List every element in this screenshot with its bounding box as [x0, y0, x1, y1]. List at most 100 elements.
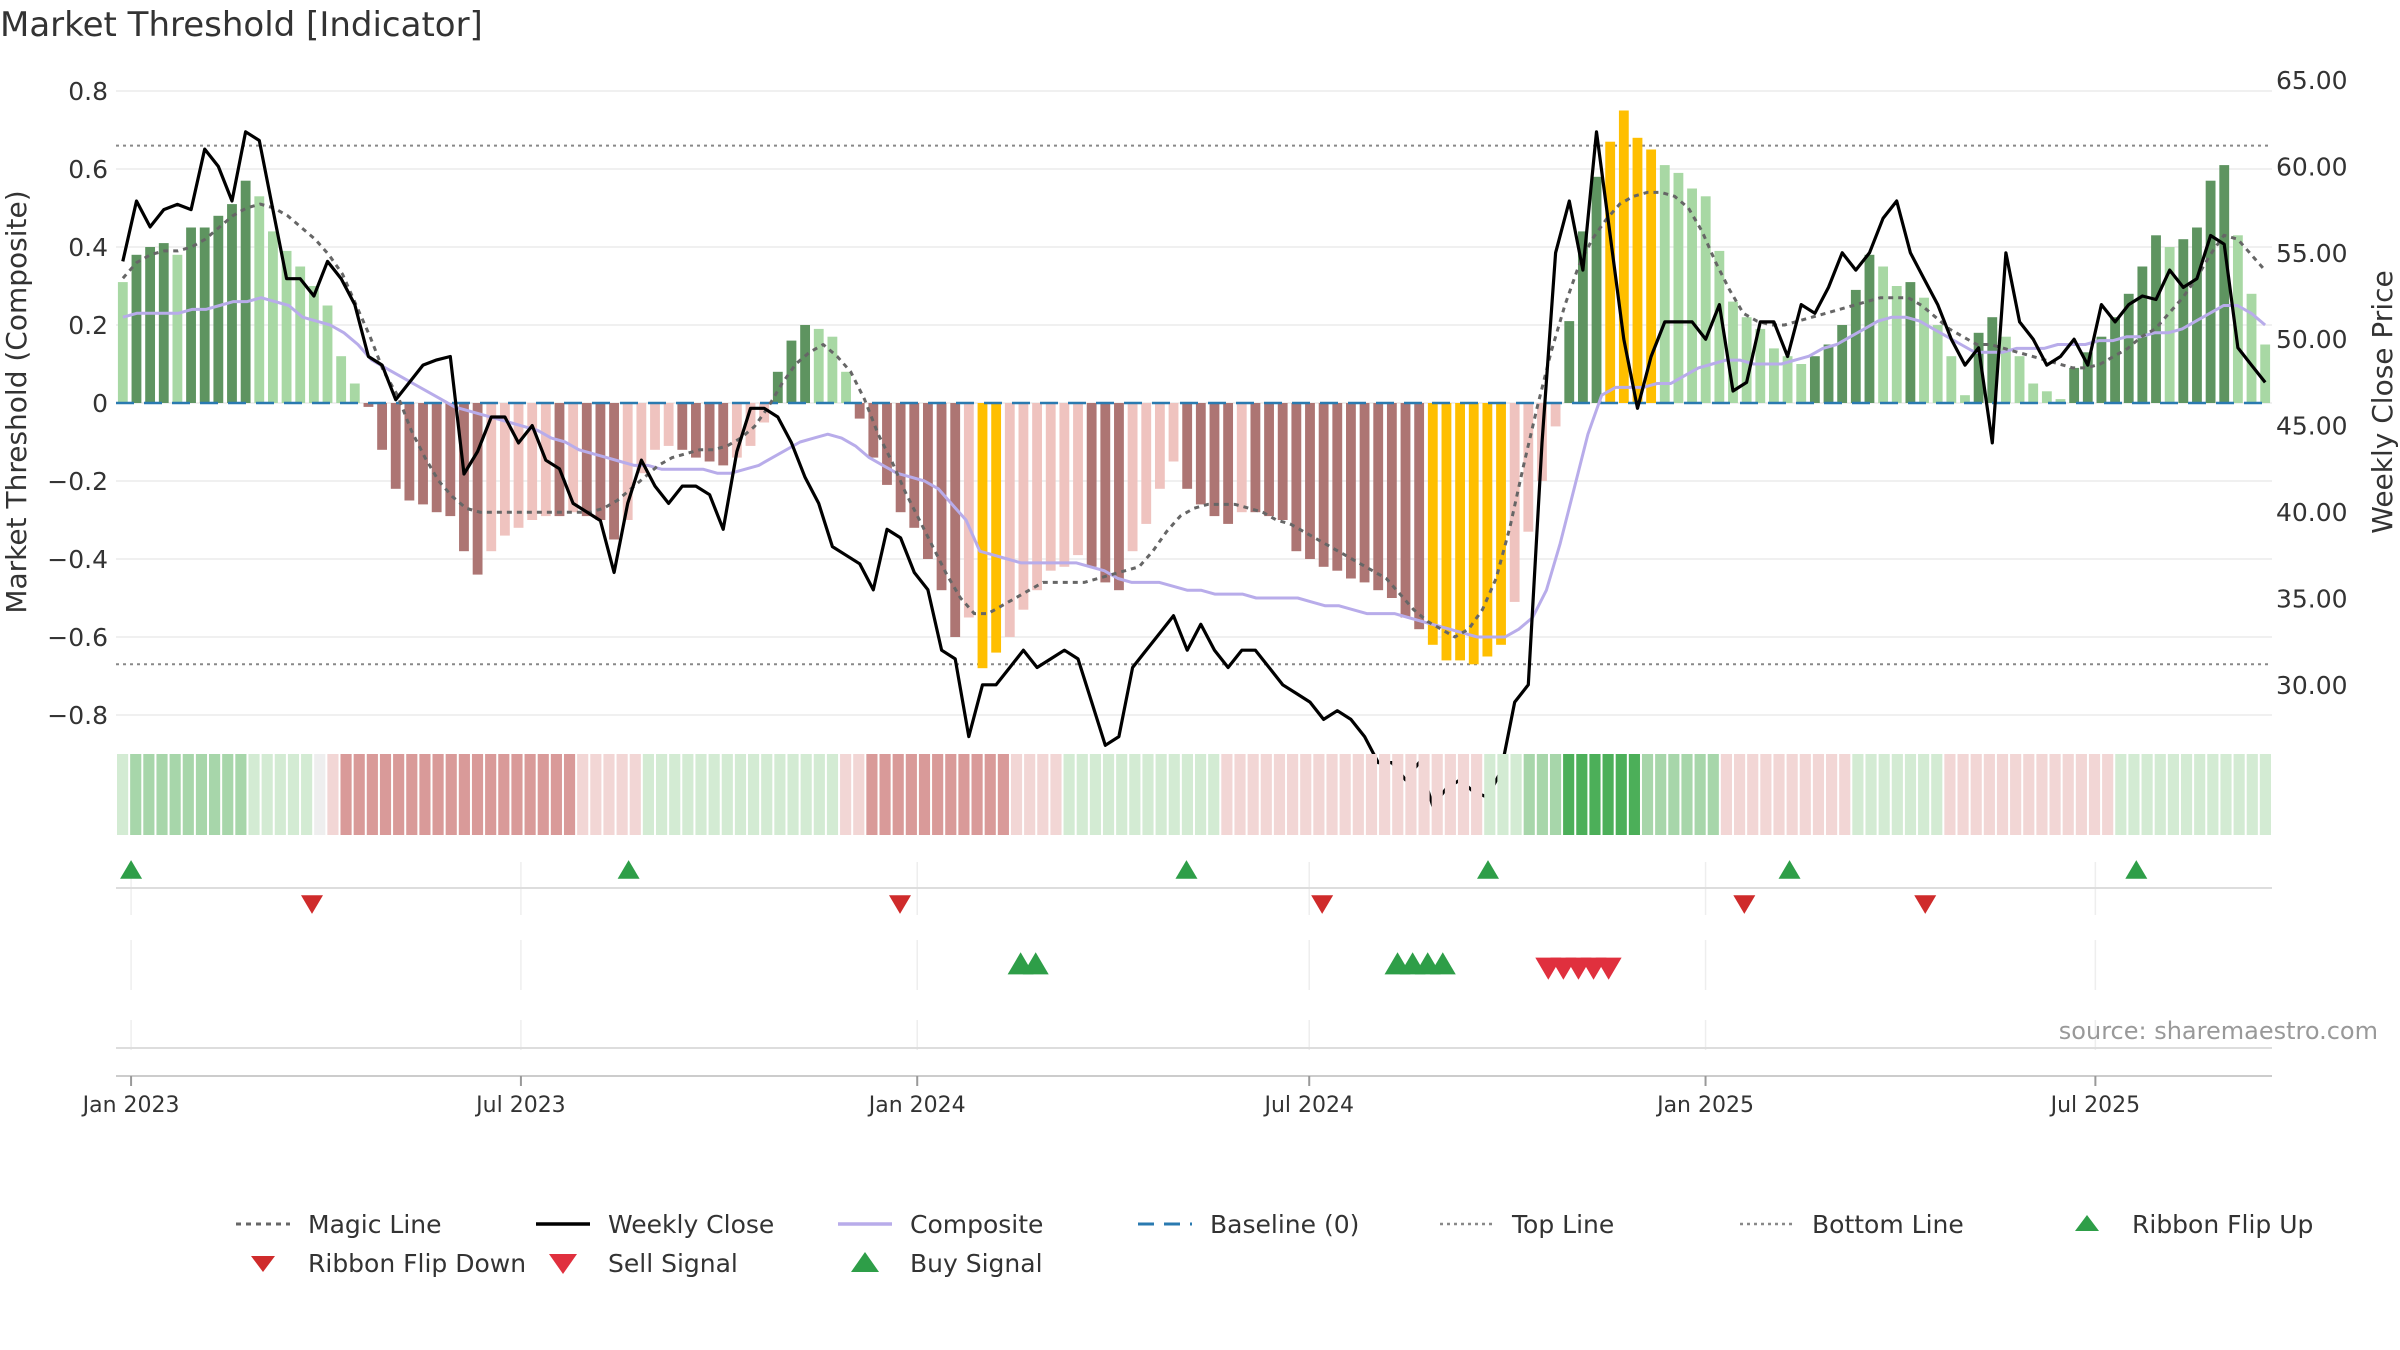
ribbon-cell [1576, 754, 1588, 835]
composite-bar [568, 403, 579, 513]
composite-bar [2219, 165, 2230, 403]
ribbon-cell [1983, 754, 1995, 835]
composite-bar [322, 305, 333, 403]
right-y-tick-label: 40.00 [2276, 498, 2348, 527]
ribbon-flip-down-marker [1733, 895, 1756, 914]
composite-bar [1946, 356, 1957, 403]
ribbon-cell [1707, 754, 1719, 835]
ribbon-cell [590, 754, 602, 835]
ribbon-cell [537, 754, 549, 835]
composite-bar [1823, 344, 1834, 403]
composite-bar [2000, 336, 2011, 403]
ribbon-cell [1221, 754, 1233, 835]
composite-bar [1182, 403, 1193, 489]
right-y-tick-label: 60.00 [2276, 152, 2348, 181]
composite-bar [1100, 403, 1111, 583]
ribbon-cell [1287, 754, 1299, 835]
composite-bar [745, 403, 756, 446]
ribbon-cell [1523, 754, 1535, 835]
composite-bar [2069, 367, 2080, 403]
ribbon-cell [1116, 754, 1128, 835]
ribbon-cell [2207, 754, 2219, 835]
legend-label: Sell Signal [608, 1249, 738, 1278]
legend-label: Buy Signal [910, 1249, 1043, 1278]
composite-bar [1809, 356, 1820, 403]
composite-bar [2178, 239, 2189, 403]
composite-bar [1168, 403, 1179, 462]
composite-bar [854, 403, 865, 419]
legend: Magic Line Weekly Close Composite Baseline … [236, 1210, 2313, 1278]
composite-bar [1209, 403, 1220, 517]
ribbon-cell [1615, 754, 1627, 835]
composite-bar [158, 243, 169, 403]
ribbon-cell [550, 754, 562, 835]
ribbon-cell [1865, 754, 1877, 835]
composite-bar [281, 250, 292, 403]
composite-bar [486, 403, 497, 552]
ribbon-cell [222, 754, 234, 835]
ribbon-cell [656, 754, 668, 835]
ribbon-cell [1799, 754, 1811, 835]
composite-bar [950, 403, 961, 637]
composite-bar [1960, 395, 1970, 403]
ribbon-cell [892, 754, 904, 835]
legend-swatch [549, 1254, 577, 1274]
composite-bar [1700, 196, 1711, 403]
legend-label: Ribbon Flip Down [308, 1249, 526, 1278]
composite-bar [1318, 403, 1329, 567]
ribbon-cell [708, 754, 720, 835]
ribbon-cell [524, 754, 536, 835]
composite-bar [445, 403, 456, 517]
composite-bar [909, 403, 920, 528]
ribbon-cell [2036, 754, 2048, 835]
ribbon-cell [353, 754, 365, 835]
composite-bar [868, 403, 879, 458]
legend-item: Composite [838, 1210, 1043, 1239]
ribbon-cell [905, 754, 917, 835]
composite-bar [1141, 403, 1152, 524]
composite-bar [841, 371, 851, 403]
composite-bar [554, 403, 565, 517]
composite-bar [213, 215, 224, 403]
left-y-tick-label: 0.4 [68, 233, 108, 262]
signal-markers [116, 860, 2272, 1049]
composite-bar [1250, 403, 1261, 513]
ribbon-cell [2180, 754, 2193, 835]
composite-bar [363, 403, 374, 407]
ribbon-cell [984, 754, 996, 835]
composite-bar [2205, 180, 2216, 403]
weekly-close-line [121, 130, 2267, 808]
ribbon-cell [2141, 754, 2153, 835]
left-y-tick-label: 0 [92, 389, 108, 418]
ribbon-cell [1628, 754, 1640, 835]
composite-bar [704, 403, 715, 462]
composite-bar [1073, 403, 1083, 556]
ribbon-cell [1155, 754, 1167, 835]
ribbon-cell [143, 754, 155, 835]
x-tick-label: Jul 2023 [474, 1093, 566, 1118]
ribbon-cell [577, 754, 589, 835]
ribbon-cell [393, 754, 405, 835]
composite-bar [1441, 403, 1452, 661]
ribbon-cell [1694, 754, 1706, 835]
buy-signal-marker [1022, 952, 1049, 975]
ribbon-cell [1549, 754, 1562, 835]
composite-bar [882, 403, 892, 485]
ribbon-cell [1786, 754, 1798, 835]
ribbon-flip-down-marker [889, 895, 911, 914]
ribbon-cell [1510, 754, 1522, 835]
composite-bar [1878, 266, 1889, 403]
legend-label: Top Line [1511, 1210, 1614, 1239]
ribbon-cell [366, 754, 378, 835]
ribbon-cell [1996, 754, 2009, 835]
legend-item: Ribbon Flip Up [2075, 1210, 2313, 1239]
ribbon-cell [1037, 754, 1049, 835]
composite-bar [1905, 282, 1916, 403]
magic-line [121, 190, 2267, 639]
composite-bar [1796, 364, 1807, 403]
ribbon-cell [1641, 754, 1654, 835]
ribbon-cell [761, 754, 773, 835]
composite-bar [1305, 403, 1315, 559]
